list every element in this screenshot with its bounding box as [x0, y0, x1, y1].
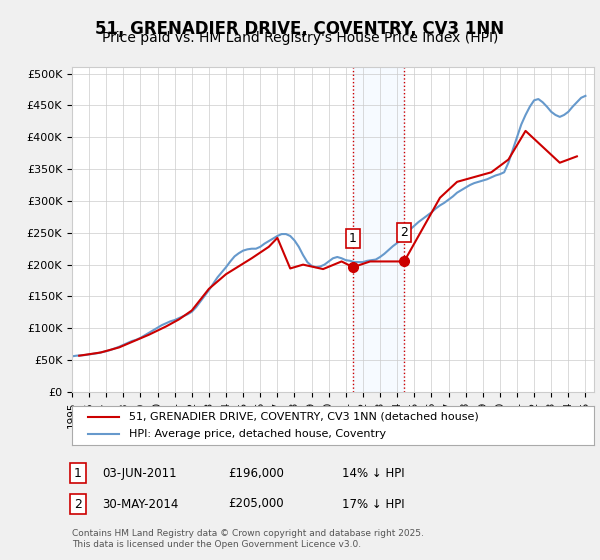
- Text: 17% ↓ HPI: 17% ↓ HPI: [342, 497, 404, 511]
- Text: £196,000: £196,000: [228, 466, 284, 480]
- Text: Contains HM Land Registry data © Crown copyright and database right 2025.
This d: Contains HM Land Registry data © Crown c…: [72, 529, 424, 549]
- Text: 51, GRENADIER DRIVE, COVENTRY, CV3 1NN: 51, GRENADIER DRIVE, COVENTRY, CV3 1NN: [95, 20, 505, 38]
- Text: 2: 2: [74, 497, 82, 511]
- Text: Price paid vs. HM Land Registry's House Price Index (HPI): Price paid vs. HM Land Registry's House …: [102, 31, 498, 45]
- Text: 14% ↓ HPI: 14% ↓ HPI: [342, 466, 404, 480]
- Text: 1: 1: [74, 466, 82, 480]
- Text: 1: 1: [349, 232, 357, 245]
- Text: 03-JUN-2011: 03-JUN-2011: [102, 466, 176, 480]
- Text: 51, GRENADIER DRIVE, COVENTRY, CV3 1NN (detached house): 51, GRENADIER DRIVE, COVENTRY, CV3 1NN (…: [130, 412, 479, 422]
- Text: 2: 2: [400, 226, 408, 239]
- Text: HPI: Average price, detached house, Coventry: HPI: Average price, detached house, Cove…: [130, 429, 386, 439]
- Bar: [353, 67, 404, 392]
- Text: £205,000: £205,000: [228, 497, 284, 511]
- Text: 30-MAY-2014: 30-MAY-2014: [102, 497, 178, 511]
